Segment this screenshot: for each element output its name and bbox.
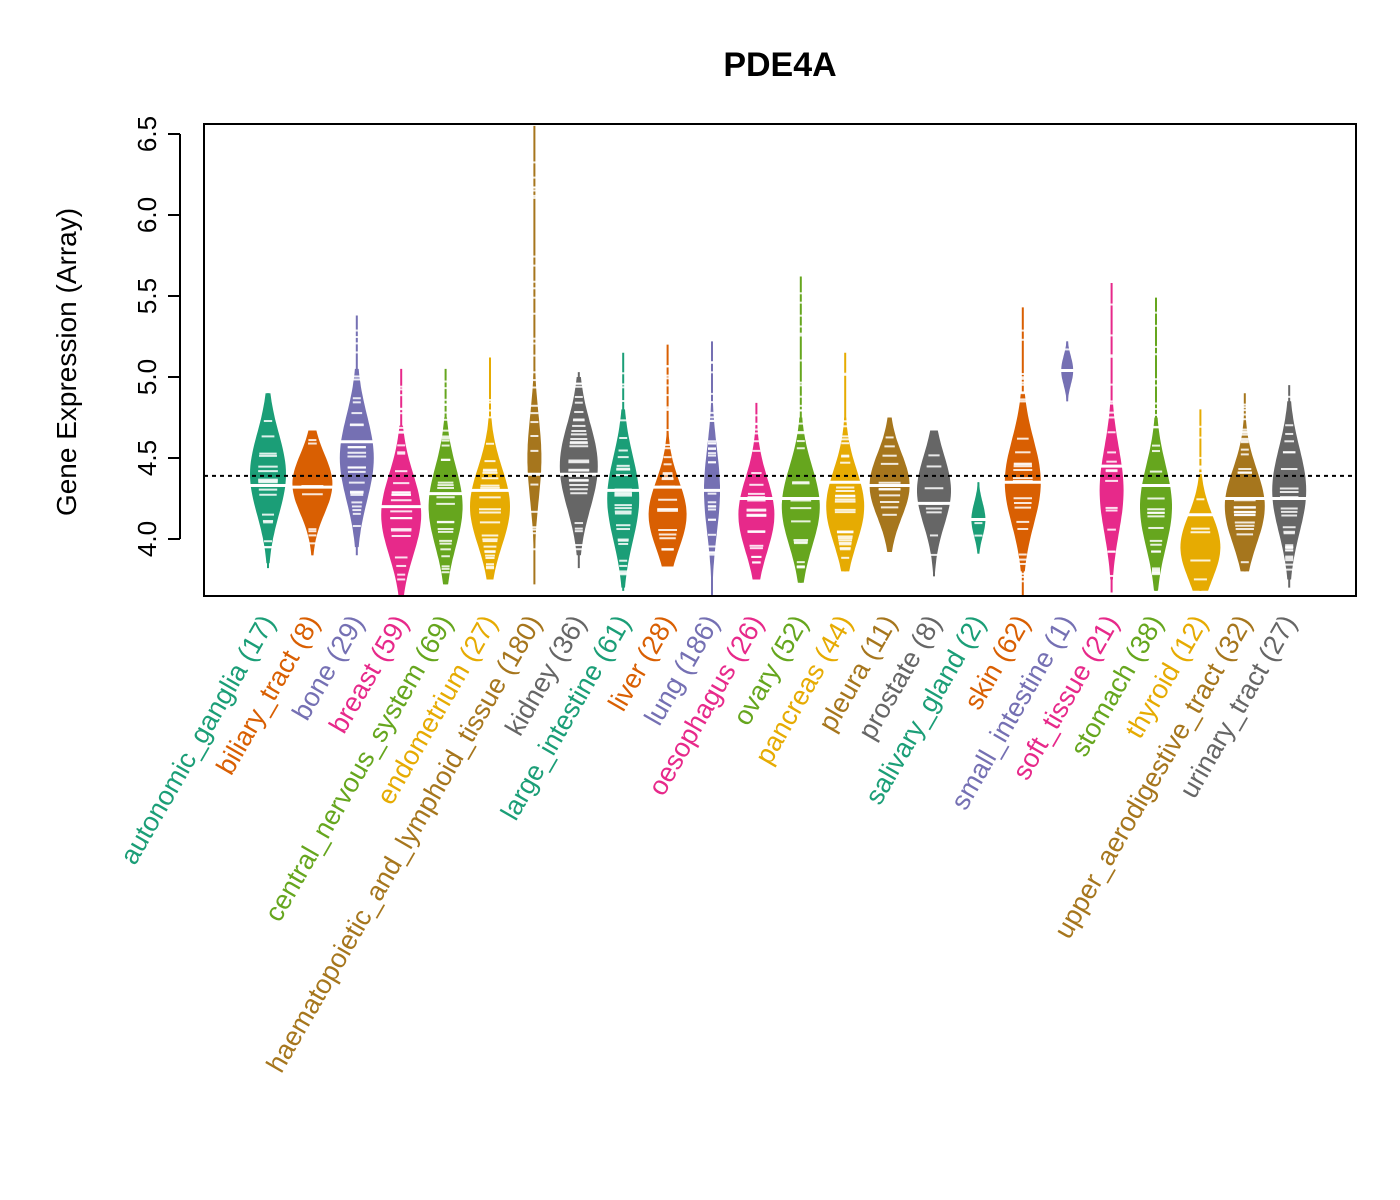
violin-endometrium [469,357,511,580]
violin-body [1224,417,1265,572]
violin-body [527,368,542,548]
violin-body [1140,417,1172,591]
violin-autonomic-ganglia [248,393,288,569]
violin-body [339,368,374,548]
violin-skin [1002,307,1043,596]
violin-large-intestine [605,352,641,591]
violin-body [292,430,333,556]
plot-frame [203,123,1357,597]
violin-body [1099,401,1124,580]
violin-salivary-gland [969,482,988,554]
violin-body [607,409,640,588]
violin-central-nervous-system [427,368,464,585]
y-tick-label: 5.5 [132,278,162,314]
violin-body [559,377,598,556]
violin-bone [338,315,375,556]
violins-group [248,125,1308,596]
violin-body [648,425,687,567]
violin-body [250,393,286,564]
violin-pleura [867,417,912,552]
violin-body [1180,458,1221,591]
y-axis-label: Gene Expression (Array) [51,208,82,516]
violin-kidney [558,372,600,569]
violin-breast [379,368,423,596]
violin-haematopoietic-and-lymphoid-tissue [525,125,543,585]
violin-soft-tissue [1099,283,1124,593]
violin-biliary-tract [290,430,335,556]
violin-small-intestine [1059,341,1076,402]
violin-body [738,425,775,580]
violin-ovary [780,276,822,583]
violin-body [826,417,865,572]
violin-body [1272,401,1307,580]
x-axis-labels: autonomic_ganglia (17)biliary_tract (8)b… [114,610,1302,1077]
violin-prostate [916,430,952,577]
y-tick-label: 4.0 [132,521,162,557]
violin-thyroid [1180,409,1221,591]
y-axis: 4.0 4.5 5.0 5.5 6.0 6.5 [132,116,181,557]
y-tick-label: 6.0 [132,197,162,233]
violin-body [470,417,510,580]
violin-urinary-tract [1270,385,1308,588]
violin-liver [648,344,687,567]
y-tick-label: 4.5 [132,440,162,476]
chart-title: PDE4A [723,46,836,84]
violin-body [428,417,463,585]
violin-lung [702,341,722,596]
violin-oesophagus [738,402,775,580]
violin-stomach [1139,297,1173,591]
y-tick-label: 6.5 [132,116,162,152]
violin-body [971,482,986,554]
violin-pancreas [826,352,865,572]
violin-upper-aerodigestive-tract [1223,393,1267,572]
y-tick-label: 5.0 [132,359,162,395]
